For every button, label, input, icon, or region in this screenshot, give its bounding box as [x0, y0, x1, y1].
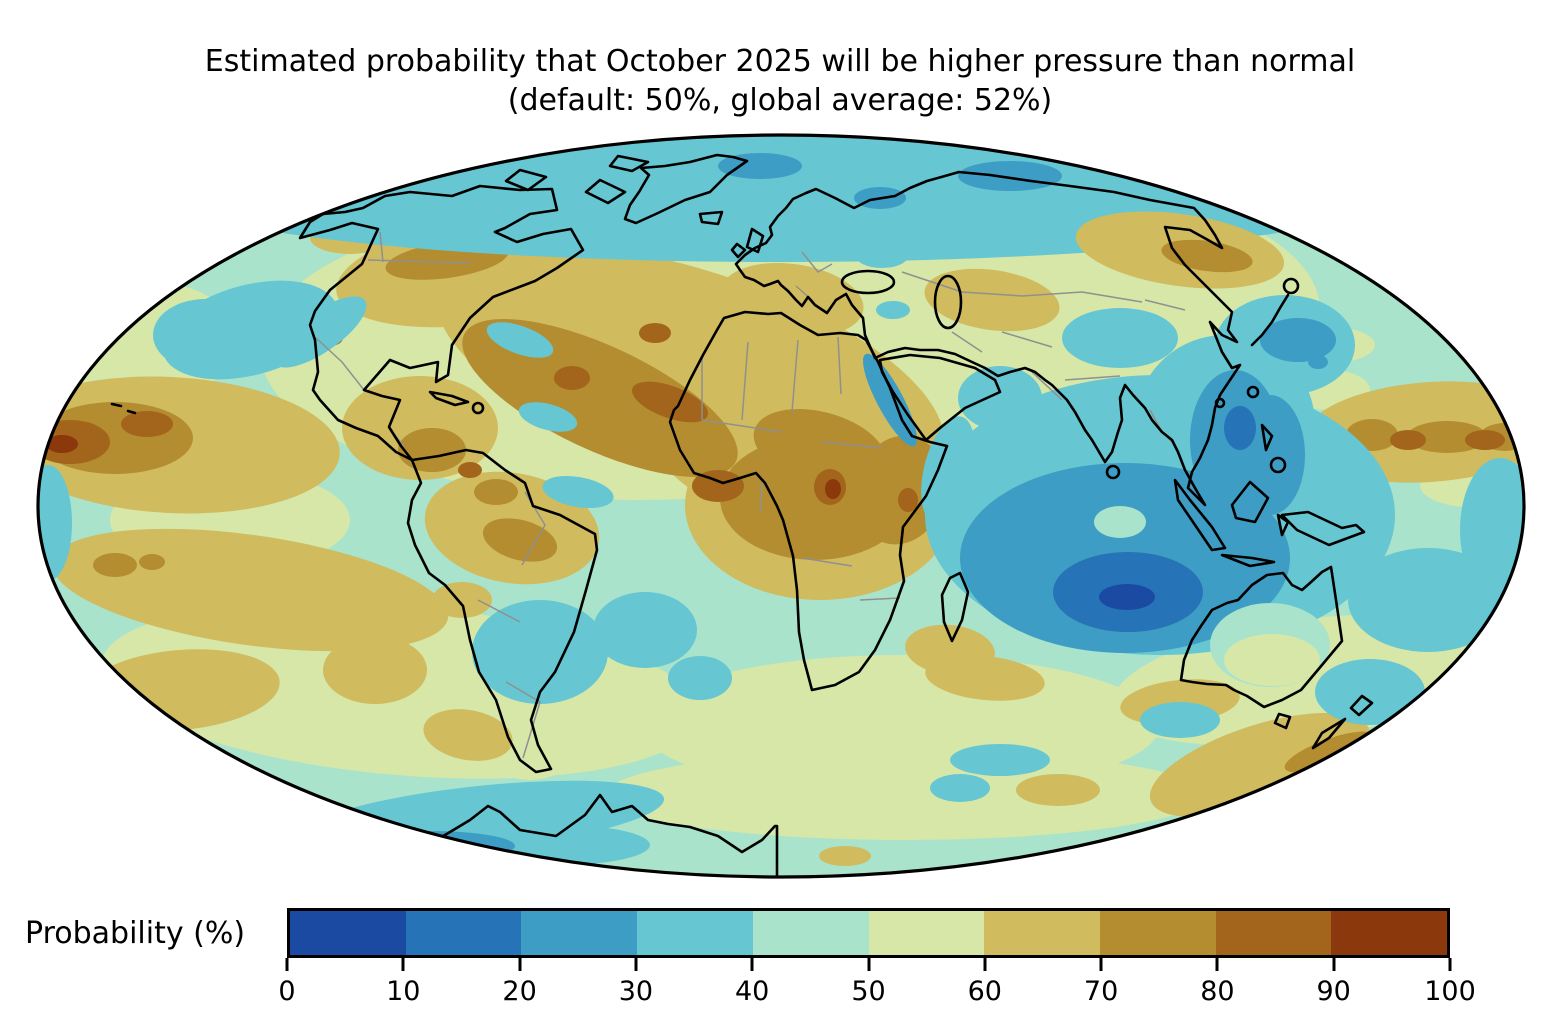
coast-borneo — [1230, 480, 1270, 524]
prob-band-bering — [1075, 211, 1285, 289]
coast-eurasia — [734, 170, 1242, 507]
colorbar-segment — [521, 911, 638, 955]
colorbar-segment — [405, 911, 522, 955]
colorbar-tick — [867, 958, 870, 971]
colorbar-tick-label: 90 — [1316, 976, 1351, 1007]
coast-north-america — [298, 184, 585, 462]
coast-hispaniola — [471, 401, 485, 415]
coast-mindanao — [1269, 456, 1287, 474]
prob-band-20-30 — [345, 153, 1336, 861]
colorbar-segment — [868, 911, 985, 955]
colorbar-tick-label: 0 — [278, 976, 296, 1007]
colorbar-segment — [637, 911, 753, 955]
coast-tasmania — [1273, 712, 1292, 730]
colorbar-segment — [1331, 911, 1448, 955]
coast-sri-lanka — [1105, 464, 1121, 480]
colorbar-tick — [1215, 958, 1219, 971]
colorbar-tick — [750, 958, 754, 971]
colorbar-ticks: 0 10 20 30 40 50 60 70 80 90 100 — [278, 958, 1476, 1018]
coast-greenland — [623, 153, 749, 225]
colorbar-tick-label: 50 — [851, 976, 886, 1007]
coast-taiwan — [1246, 385, 1260, 399]
colorbar-tick — [285, 958, 289, 971]
colorbar-tick — [1099, 958, 1103, 971]
figure-title: Estimated probability that October 2025 … — [0, 42, 1560, 120]
coast-caspian-sea — [933, 274, 963, 330]
coast-arctic-islands — [504, 154, 724, 226]
coast-japan — [1250, 293, 1290, 347]
coast-antarctica — [393, 793, 779, 877]
prob-band-holes — [1094, 506, 1330, 687]
coastlines — [110, 153, 1374, 877]
coast-arabia — [878, 353, 1002, 442]
colorbar-tick-label: 30 — [618, 976, 654, 1007]
coast-south-america — [406, 448, 599, 774]
coast-caribbean — [428, 390, 470, 407]
colorbar-tick — [518, 958, 522, 971]
map-outline — [36, 133, 1526, 879]
colorbar-tick-label: 100 — [1424, 976, 1476, 1007]
colorbar-tick-label: 20 — [502, 976, 537, 1007]
prob-band-90-100 — [46, 435, 841, 499]
colorbar-tick-label: 40 — [735, 976, 770, 1007]
colorbar-tick-label: 70 — [1083, 976, 1119, 1007]
coast-philippines — [1260, 423, 1274, 452]
colorbar-segment — [752, 911, 869, 955]
coast-madagascar — [940, 571, 970, 643]
map-probability-field — [38, 135, 1524, 877]
colorbar-tick-label: 80 — [1200, 976, 1235, 1007]
colorbar-tick — [983, 958, 987, 971]
colorbar-swatches — [290, 911, 1448, 955]
colorbar-segment — [290, 911, 406, 955]
colorbar-tick — [1448, 958, 1452, 971]
coast-hokkaido — [1282, 277, 1300, 295]
coast-sulawesi — [1276, 513, 1290, 537]
colorbar-tick — [634, 958, 638, 971]
coast-black-sea — [840, 269, 896, 295]
coast-australia — [1179, 565, 1344, 709]
colorbar-tick-label: 10 — [386, 976, 421, 1007]
colorbar-segment — [1099, 911, 1216, 955]
prob-band-0-10 — [1099, 584, 1155, 610]
coast-new-zealand — [1311, 694, 1374, 750]
colorbar-tick-label: 60 — [967, 976, 1002, 1007]
colorbar — [287, 908, 1450, 958]
colorbar-label: Probability (%) — [25, 916, 246, 951]
coast-africa — [668, 310, 949, 692]
coast-sumatra — [1173, 478, 1227, 552]
colorbar-segment — [1215, 911, 1332, 955]
colorbar-tick — [1332, 958, 1336, 971]
colorbar-segment — [984, 911, 1100, 955]
title-line-1: Estimated probability that October 2025 … — [204, 44, 1356, 79]
coast-uk-ireland — [730, 227, 765, 259]
coast-hawaii — [110, 402, 137, 415]
title-line-2: (default: 50%, global average: 52%) — [507, 83, 1053, 118]
prob-band-70-80 — [38, 240, 1524, 773]
coast-java — [1220, 553, 1276, 568]
coast-hainan — [1214, 397, 1226, 409]
coast-new-guinea — [1280, 510, 1366, 547]
colorbar-tick — [401, 958, 405, 971]
